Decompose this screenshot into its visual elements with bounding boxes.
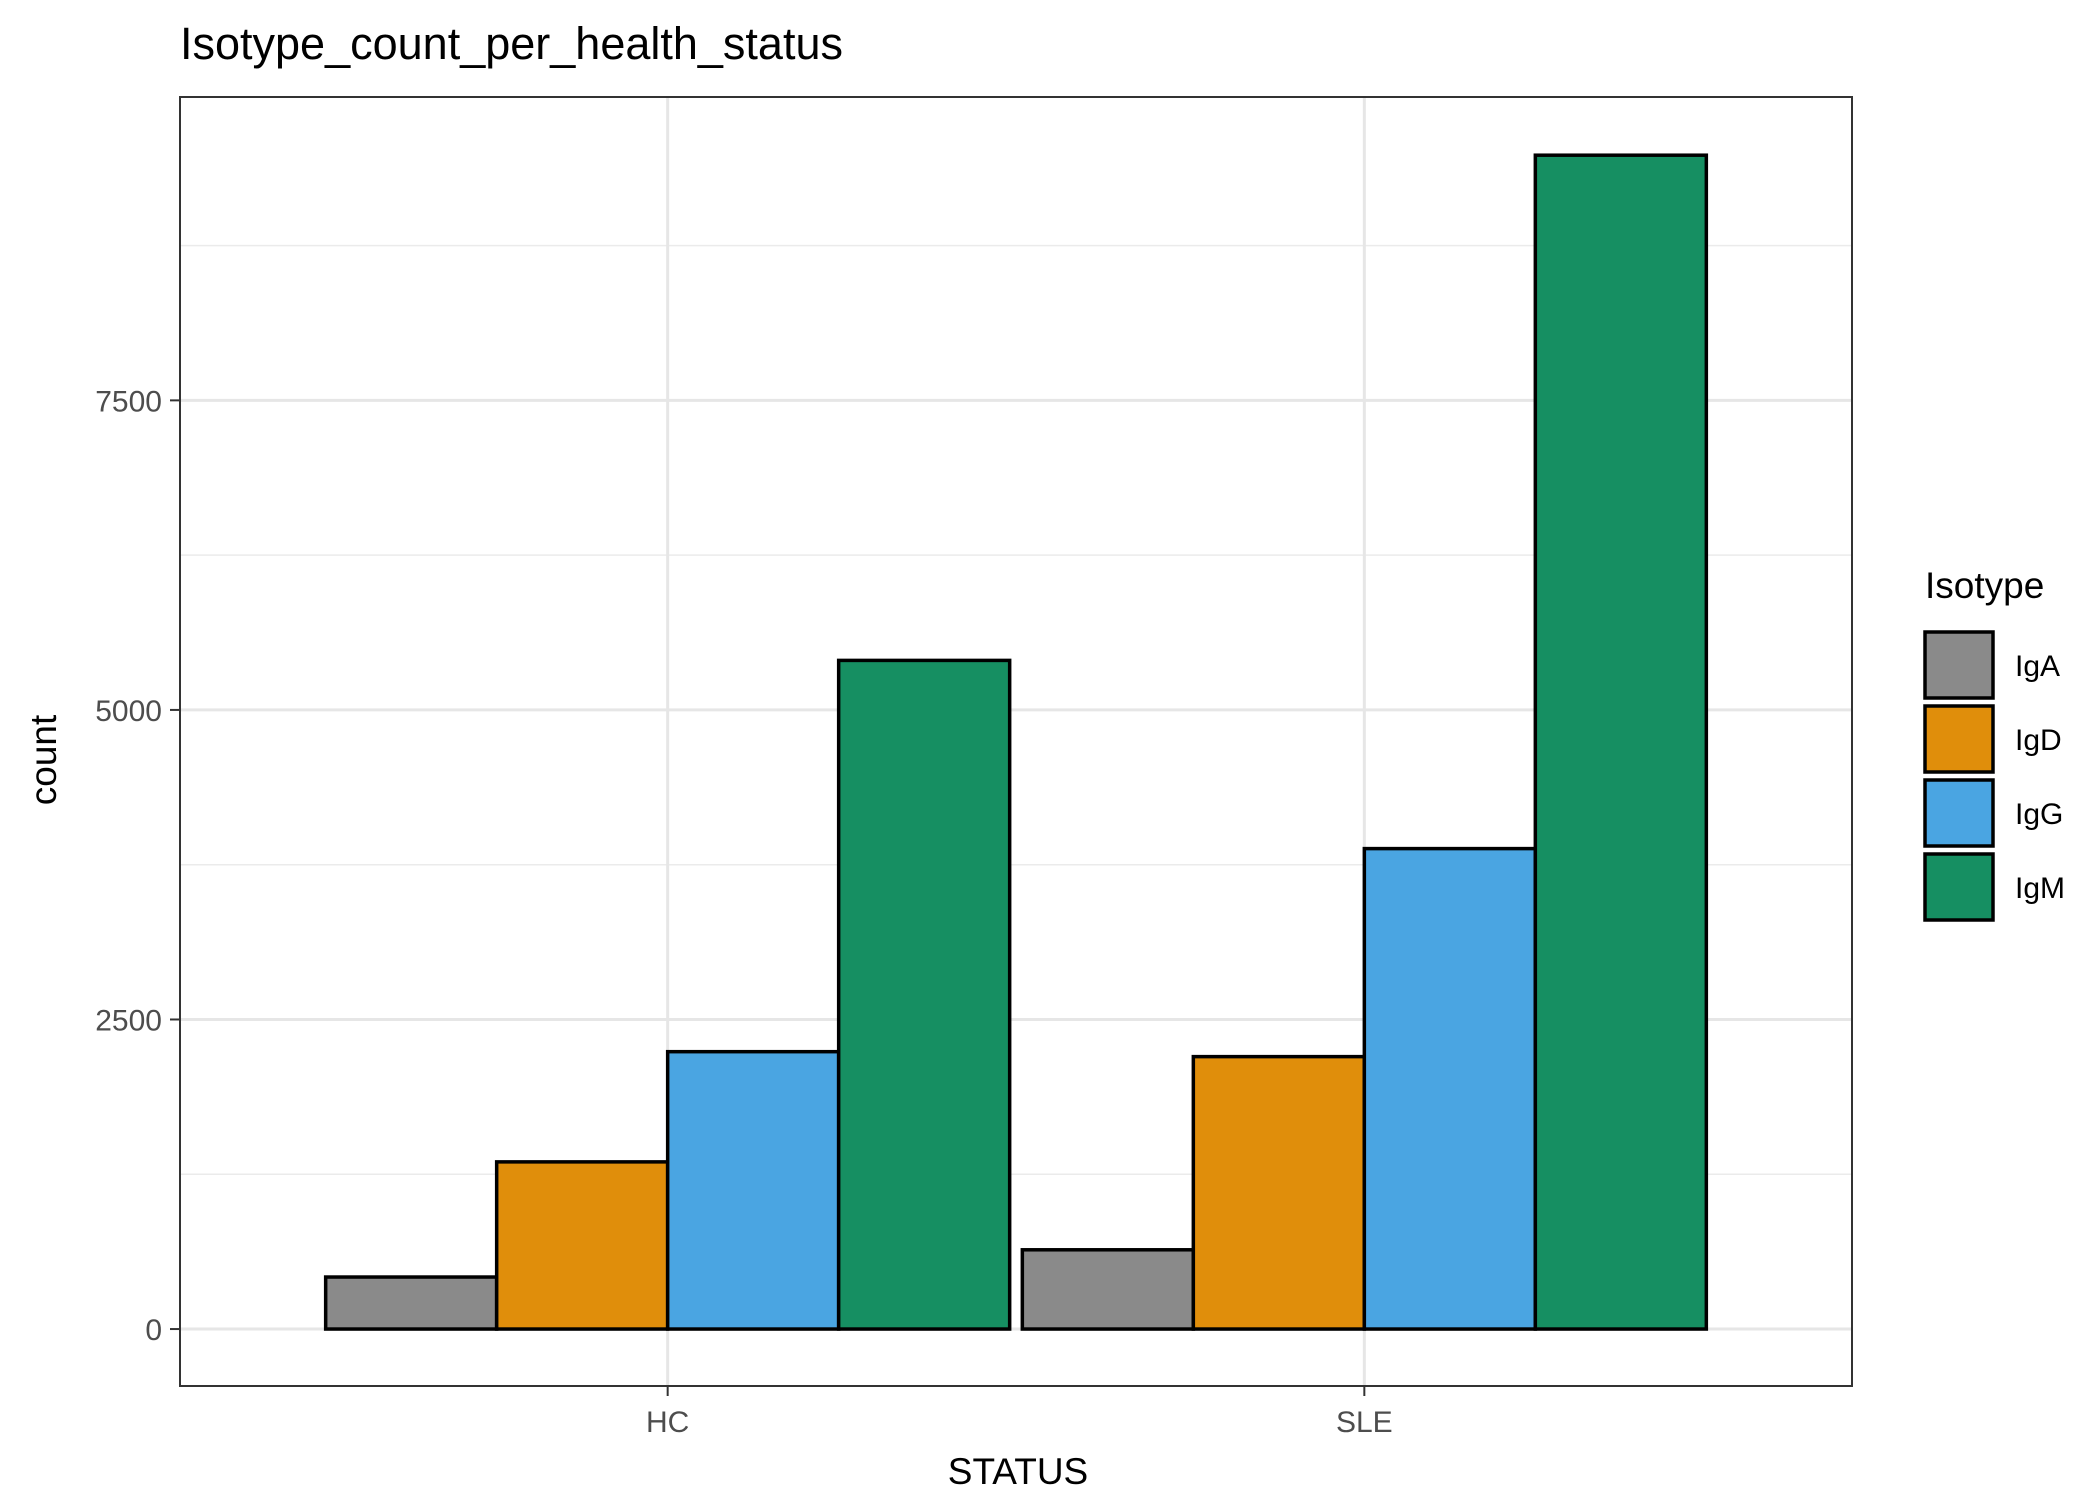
legend-item-igg: IgG [1923, 778, 2063, 848]
chart-title: Isotype_count_per_health_status [180, 18, 843, 69]
y-axis-title: count [23, 714, 64, 805]
legend-item-igm: IgM [1923, 852, 2065, 922]
legend-swatch [1923, 630, 1995, 700]
legend: Isotype IgA IgD IgG IgM [1923, 565, 2065, 922]
bar-sle-igd [1191, 1054, 1367, 1331]
bar-sle-igg [1362, 846, 1538, 1331]
legend-label: IgA [2015, 650, 2060, 683]
plot-area: 0 2500 5000 7500 HC SLE [95, 96, 1853, 1439]
y-tick-label: 7500 [95, 385, 162, 418]
legend-label: IgM [2015, 872, 2065, 905]
legend-swatch [1923, 704, 1995, 774]
bar-group-hc [323, 658, 1012, 1331]
bar-hc-igm [836, 658, 1012, 1331]
bar-sle-iga [1020, 1248, 1196, 1331]
y-tick-label: 2500 [95, 1004, 162, 1037]
y-tick-label: 5000 [95, 695, 162, 728]
legend-label: IgD [2015, 724, 2062, 757]
y-tick-label: 0 [145, 1314, 162, 1347]
legend-items: IgA IgD IgG IgM [1923, 630, 2065, 922]
bar-hc-igd [494, 1160, 670, 1331]
x-tick-label: SLE [1336, 1406, 1393, 1439]
bar-sle-igm [1533, 153, 1709, 1331]
legend-swatch [1923, 778, 1995, 848]
plot-panel-border [179, 96, 1853, 1387]
bar-group-sle [1020, 153, 1709, 1331]
x-tick-label: HC [646, 1406, 689, 1439]
bar-hc-igg [665, 1049, 841, 1331]
legend-title: Isotype [1925, 565, 2044, 606]
legend-label: IgG [2015, 798, 2063, 831]
x-axis-title: STATUS [948, 1451, 1088, 1492]
legend-item-iga: IgA [1923, 630, 2060, 700]
bar-hc-iga [323, 1275, 499, 1331]
legend-swatch [1923, 852, 1995, 922]
legend-item-igd: IgD [1923, 704, 2062, 774]
